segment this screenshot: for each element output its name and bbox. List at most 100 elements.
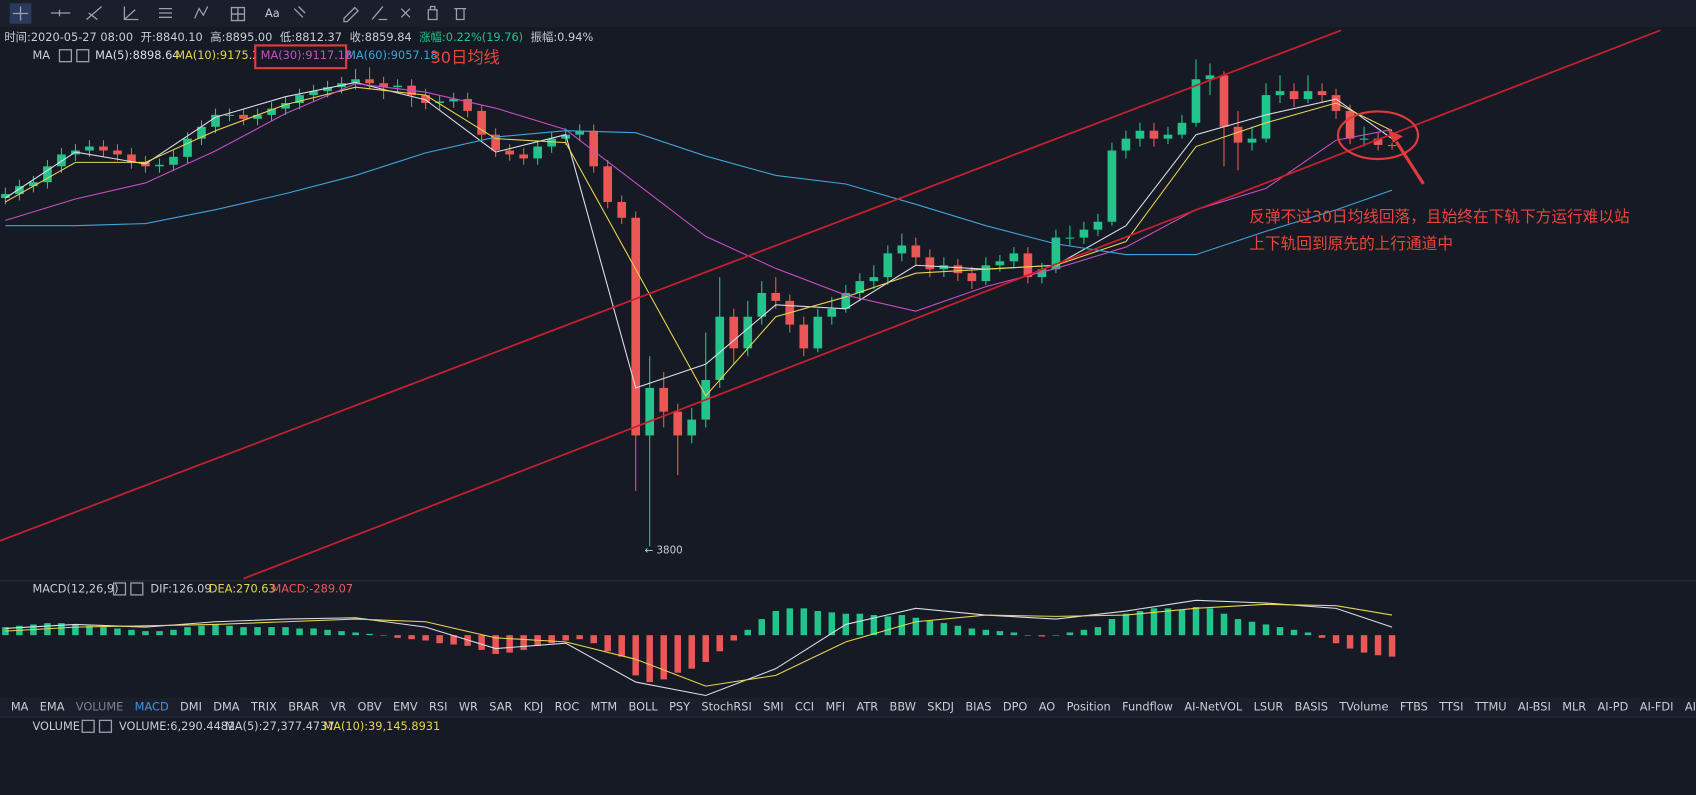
macd-bar <box>1360 635 1368 653</box>
indicator-tab[interactable]: EMA <box>40 699 65 713</box>
indicator-tab[interactable]: VOLUME <box>76 699 124 713</box>
candle-body <box>659 387 669 412</box>
indicator-tabs: MA EMA VOLUME MACD DMI DMA TRIX BRAR VR OBV EMV RSI… <box>11 699 1696 713</box>
candle-body <box>1135 130 1145 139</box>
candle-body <box>393 85 402 88</box>
indicator-tab[interactable]: BRAR <box>288 699 319 713</box>
pen-icon[interactable] <box>343 6 359 23</box>
indicator-tab[interactable]: Position <box>1067 699 1111 713</box>
candle-body <box>1121 138 1131 151</box>
trash-icon[interactable] <box>454 8 467 21</box>
candle-body <box>43 166 52 183</box>
arrow-head <box>1387 129 1403 143</box>
macd-bar <box>562 635 569 641</box>
angle-icon[interactable] <box>123 6 139 21</box>
indicator-tab[interactable]: StochRSI <box>701 699 751 713</box>
text-tool[interactable]: Aa <box>265 6 280 20</box>
indicator-tab[interactable]: Fundflow <box>1122 699 1173 713</box>
candle-body <box>603 166 613 202</box>
close-icon[interactable] <box>98 719 113 733</box>
indicator-tab[interactable]: BBW <box>890 699 916 713</box>
close-icon[interactable] <box>76 49 90 63</box>
channel-lines <box>0 29 1661 580</box>
indicator-tab[interactable]: DMA <box>213 699 240 713</box>
indicator-tab[interactable]: TVolume <box>1338 699 1388 713</box>
indicator-tab[interactable]: CCI <box>795 699 814 713</box>
fib-icon[interactable] <box>159 8 172 18</box>
macd-bar <box>1192 607 1200 636</box>
settings-icon[interactable] <box>58 49 73 63</box>
settings-icon[interactable] <box>112 582 127 596</box>
settings-icon[interactable] <box>81 719 95 733</box>
indicator-tab[interactable]: AI-BSI <box>1518 699 1551 713</box>
indicator-tab[interactable]: TTMU <box>1474 699 1507 713</box>
indicator-tab[interactable]: FTBS <box>1400 699 1428 713</box>
macd-bar <box>1220 613 1228 636</box>
indicator-tab[interactable]: AI-NetVOL <box>1184 699 1243 713</box>
upper-channel <box>0 29 1342 542</box>
pattern-icon[interactable] <box>194 6 209 19</box>
indicator-tab[interactable]: RSI <box>429 699 447 713</box>
measure-icon[interactable] <box>230 6 246 22</box>
candle-body <box>645 387 655 436</box>
indicator-tab[interactable]: KDJ <box>524 699 544 713</box>
close-icon[interactable] <box>130 582 144 596</box>
indicator-tab[interactable]: AI-FDI <box>1640 699 1674 713</box>
volume-ma5: MA(5):27,377.4737 <box>225 719 335 733</box>
indicator-tab[interactable]: ROC <box>555 699 580 713</box>
indicator-tab[interactable]: TRIX <box>250 699 277 713</box>
indicator-tab[interactable]: SAR <box>489 699 512 713</box>
hline-icon[interactable] <box>50 9 71 17</box>
candle-body <box>1177 122 1187 135</box>
candle-body <box>1079 229 1089 238</box>
indicator-tab[interactable]: AI-PD <box>1598 699 1629 713</box>
candle-body <box>729 316 739 349</box>
macd-bar <box>478 635 485 650</box>
indicator-tab[interactable]: ATR <box>856 699 878 713</box>
macd-title: MACD(12,26,9) <box>32 581 118 595</box>
macd-bar <box>212 624 219 636</box>
lock-icon[interactable] <box>427 5 438 21</box>
trend-icon[interactable] <box>86 5 103 20</box>
indicator-tab[interactable]: WR <box>459 699 478 713</box>
indicator-tab[interactable]: BIAS <box>965 699 991 713</box>
indicator-tab[interactable]: OBV <box>357 699 381 713</box>
macd-bar <box>436 635 443 644</box>
indicator-tab[interactable]: PSY <box>669 699 690 713</box>
indicator-tab[interactable]: AO <box>1039 699 1056 713</box>
info-item: 收:8859.84 <box>350 30 412 44</box>
crosshair-icon[interactable] <box>12 6 29 21</box>
indicator-tab[interactable]: DPO <box>1003 699 1028 713</box>
indicator-tab[interactable]: BASIS <box>1295 699 1328 713</box>
indicator-tab[interactable]: LSUR <box>1254 699 1284 713</box>
indicator-tab[interactable]: MA <box>11 699 29 713</box>
brush-icon[interactable] <box>293 6 306 18</box>
macd-bar <box>1052 635 1060 636</box>
candle-body <box>1219 75 1229 127</box>
indicator-tab[interactable]: MACD <box>135 699 169 713</box>
macd-bar <box>72 624 79 636</box>
candle-body <box>15 186 24 195</box>
eraser-icon[interactable] <box>371 6 388 21</box>
indicator-tab[interactable]: AI-LI <box>1685 699 1696 713</box>
indicator-tab[interactable]: MLR <box>1562 699 1586 713</box>
indicator-tab[interactable]: MFI <box>825 699 845 713</box>
indicator-tab[interactable]: VR <box>330 699 346 713</box>
candle-body <box>897 245 907 254</box>
ma-line <box>5 86 1393 397</box>
macd-bar <box>730 635 737 641</box>
volume-ma10: MA(10):39,145.8931 <box>323 719 440 733</box>
magnet-icon[interactable] <box>400 8 411 18</box>
indicator-tab[interactable]: BOLL <box>629 699 659 713</box>
indicator-tab[interactable]: MTM <box>591 699 618 713</box>
candle-body <box>1317 91 1327 96</box>
indicator-tab[interactable]: DMI <box>180 699 202 713</box>
indicator-tab[interactable]: EMV <box>393 699 418 713</box>
macd-bar <box>1024 635 1032 636</box>
indicator-tab[interactable]: SKDJ <box>927 699 954 713</box>
indicator-tab[interactable]: SMI <box>763 699 783 713</box>
candle-body <box>253 114 262 119</box>
indicator-tab[interactable]: TTSI <box>1438 699 1463 713</box>
macd-bar <box>226 625 233 636</box>
